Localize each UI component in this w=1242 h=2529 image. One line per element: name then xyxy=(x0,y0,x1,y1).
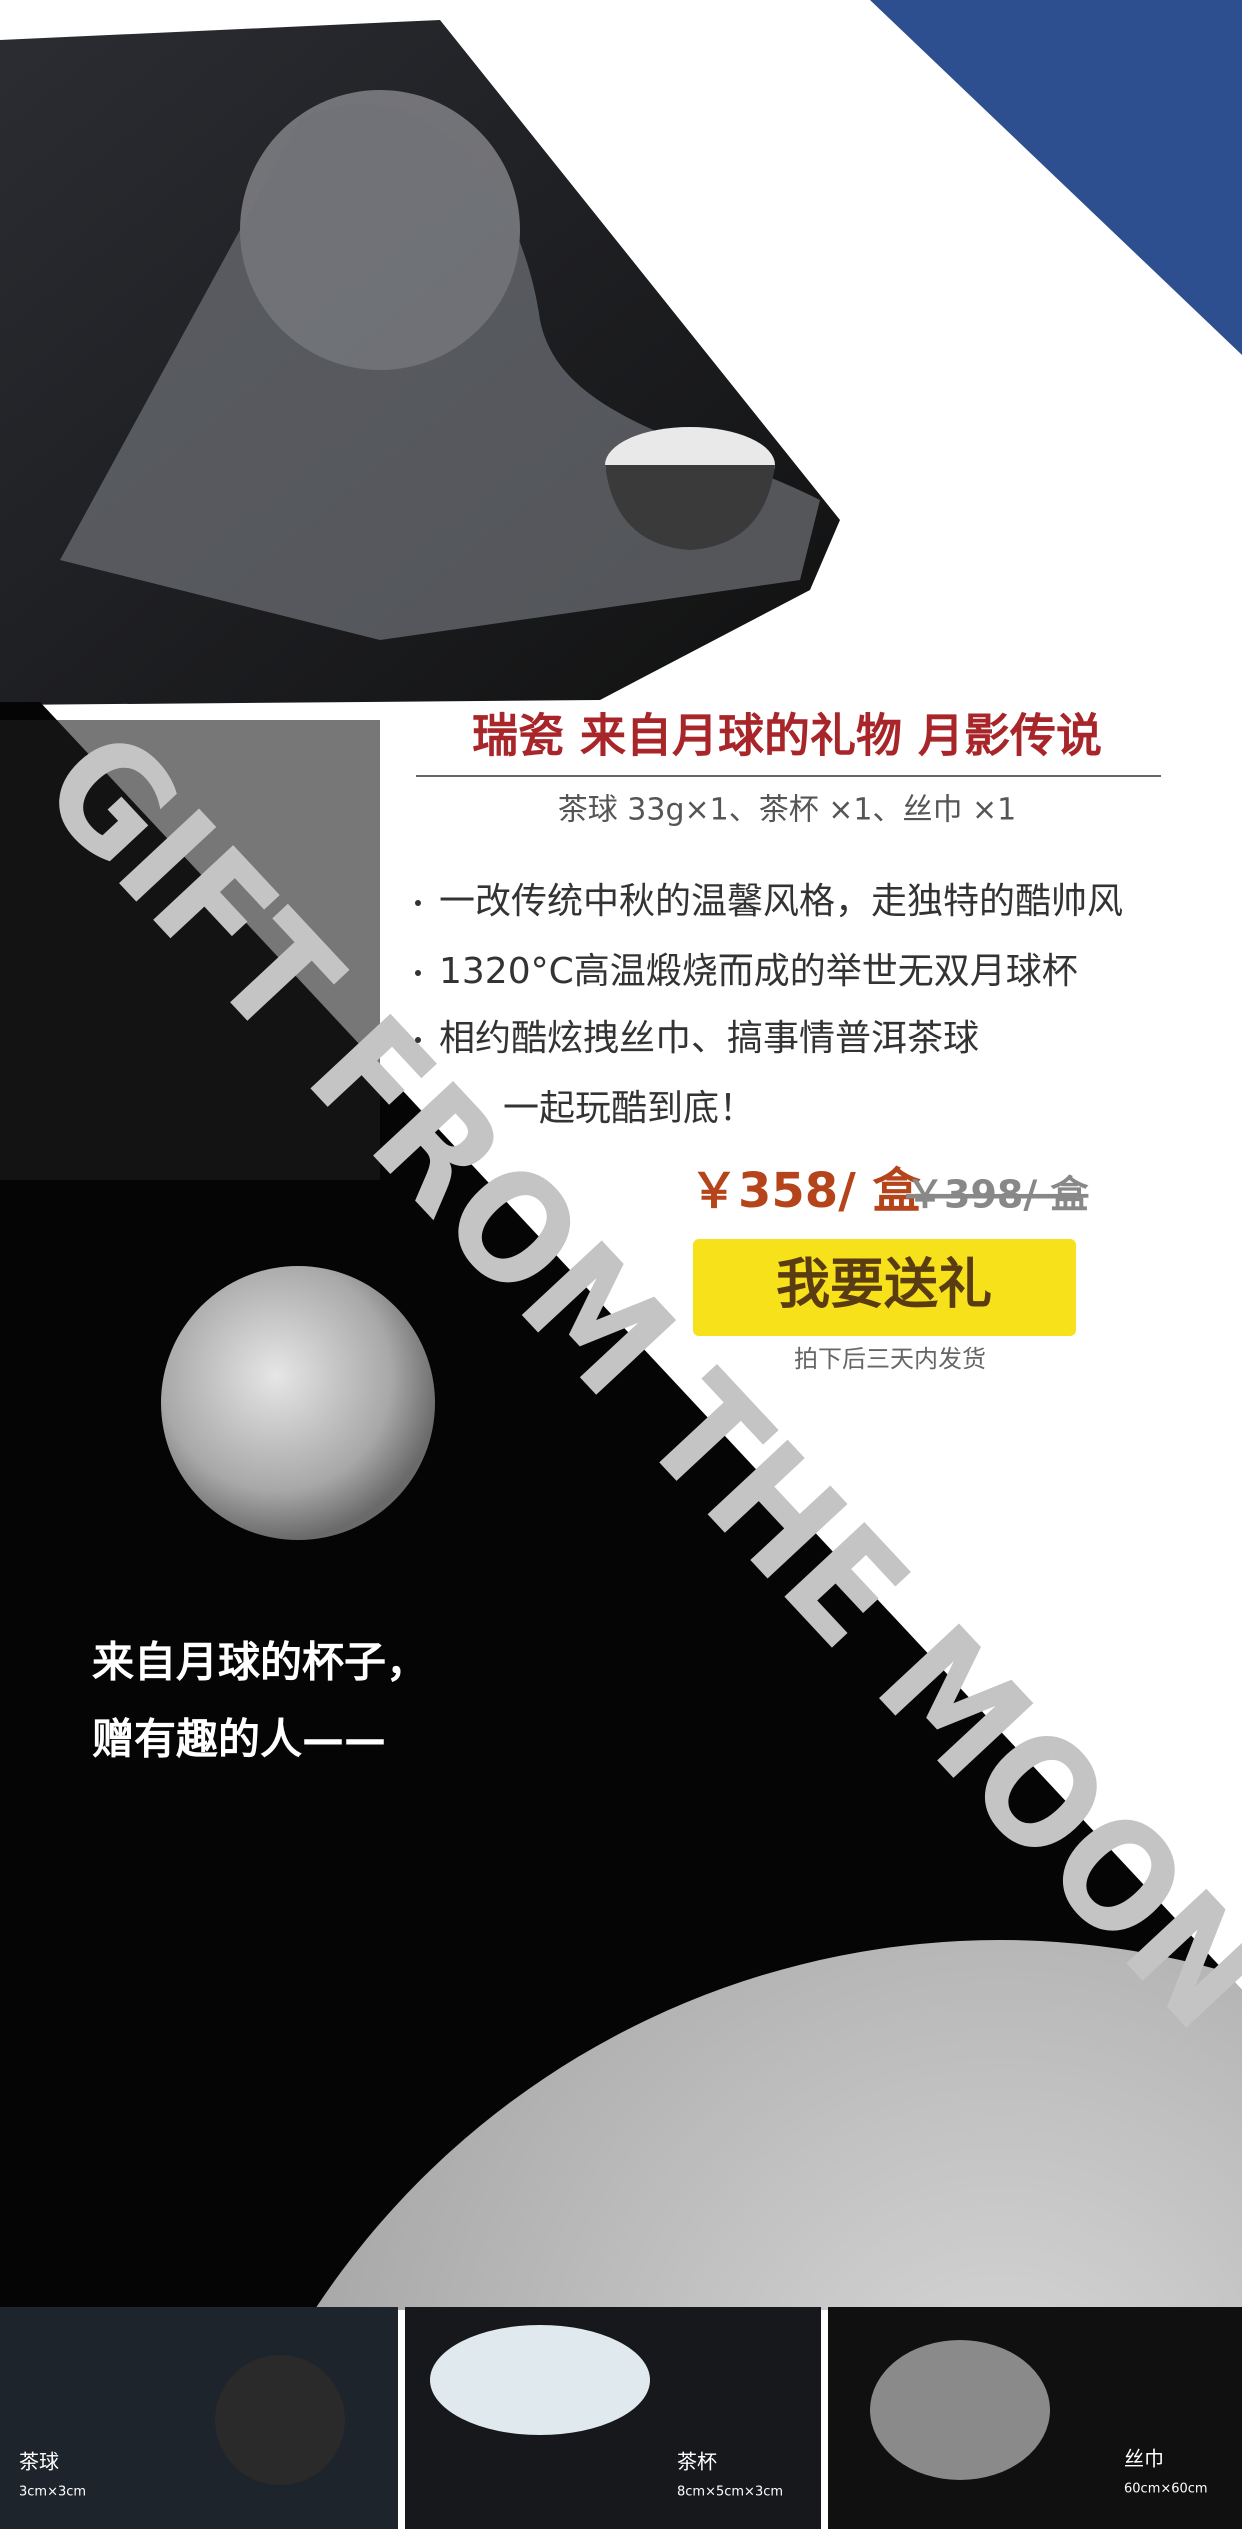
thumb-cup-inner xyxy=(430,2325,650,2435)
moon xyxy=(161,1266,435,1540)
original-price: ￥398/ 盒 xyxy=(906,1173,1089,1217)
bullet xyxy=(415,1037,421,1043)
thumb-name: 丝巾 xyxy=(1124,2447,1164,2471)
shipping-note: 拍下后三天内发货 xyxy=(794,1345,986,1373)
price: ￥358/ 盒 xyxy=(690,1163,921,1219)
thumb-size: 8cm×5cm×3cm xyxy=(677,2485,783,2500)
texture xyxy=(0,720,380,1180)
cup-body xyxy=(605,465,775,550)
product-title: 瑞瓷 来自月球的礼物 月影传说 xyxy=(472,709,1102,763)
scarf-roll xyxy=(870,2340,1050,2480)
contents: 茶球 33g×1、茶杯 ×1、丝巾 ×1 xyxy=(558,793,1017,828)
feature: 1320°C高温煅烧而成的举世无双月球杯 xyxy=(439,951,1078,992)
thumb-size: 3cm×3cm xyxy=(19,2485,86,2500)
thumb-size: 60cm×60cm xyxy=(1124,2482,1208,2497)
gift-button[interactable] xyxy=(693,1239,1076,1336)
bullet xyxy=(415,970,421,976)
blue-corner xyxy=(870,0,1242,355)
button-label[interactable]: 我要送礼 xyxy=(776,1253,992,1316)
feature: 一起玩酷到底！ xyxy=(503,1088,755,1129)
feature: 一改传统中秋的温馨风格，走独特的酷帅风 xyxy=(439,881,1123,922)
thumb-name: 茶球 xyxy=(19,2450,59,2474)
banner-line: 赠有趣的人—— xyxy=(92,1715,386,1764)
bullet xyxy=(415,900,421,906)
feature: 相约酷炫拽丝巾、搞事情普洱茶球 xyxy=(439,1018,979,1059)
banner-line: 来自月球的杯子， xyxy=(92,1638,428,1687)
tea-ball xyxy=(215,2355,345,2485)
thumb-name: 茶杯 xyxy=(677,2450,717,2474)
